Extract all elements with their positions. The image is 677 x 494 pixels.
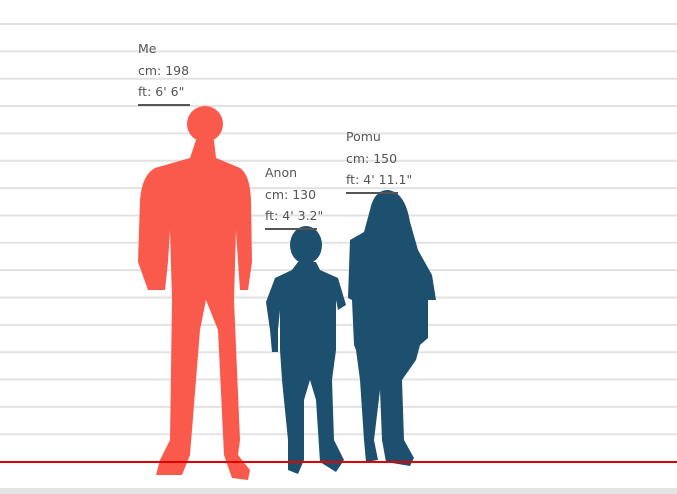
cm-value: cm: 130	[265, 186, 317, 202]
name: Pomu	[346, 129, 381, 144]
gridlines	[0, 23, 677, 436]
silhouette-me	[138, 106, 252, 480]
name: Anon	[265, 165, 298, 180]
silhouette-anon	[266, 226, 346, 474]
label-anon: Anon cm: 130 ft: 4' 3.2"	[265, 162, 323, 230]
cm-value: cm: 198	[138, 62, 190, 78]
ft-value: ft: 4' 11.1"	[346, 169, 412, 194]
ft-value: ft: 6' 6"	[138, 81, 190, 106]
silhouette-pomu	[348, 190, 436, 466]
bottom-bar	[0, 488, 677, 494]
name: Me	[138, 41, 157, 56]
cm-value: cm: 150	[346, 150, 398, 166]
ft-value: ft: 4' 3.2"	[265, 205, 323, 230]
label-pomu: Pomu cm: 150 ft: 4' 11.1"	[346, 126, 412, 194]
label-me: Me cm: 198 ft: 6' 6"	[138, 38, 190, 106]
